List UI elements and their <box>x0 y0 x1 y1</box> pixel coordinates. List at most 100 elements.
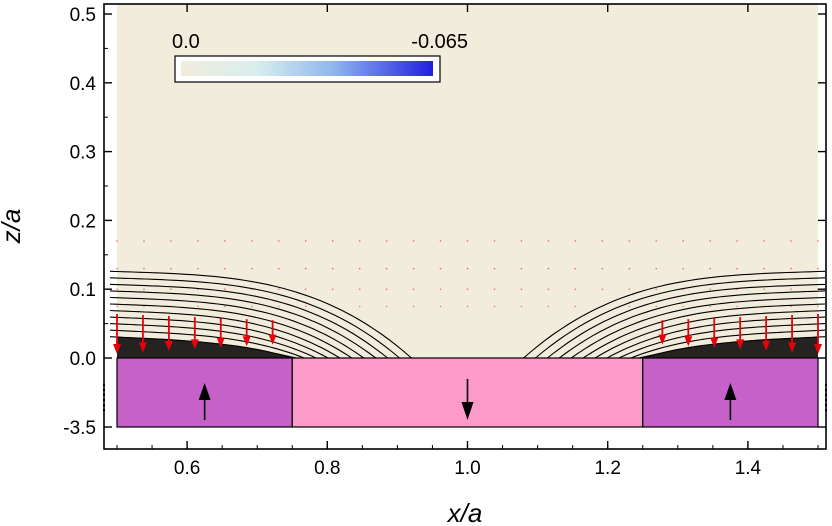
field-dot <box>304 305 307 308</box>
x-tick-label: 1.2 <box>594 458 620 479</box>
contour-line <box>109 309 341 359</box>
field-dot <box>412 305 415 308</box>
field-dot <box>493 240 496 242</box>
x-axis-ticks: 0.6 0.8 1.0 1.2 1.4 <box>116 4 819 479</box>
field-dot <box>412 288 415 291</box>
contour-dense-band <box>635 337 818 358</box>
y-tick-label: 0.0 <box>70 349 96 370</box>
field-dot <box>170 240 172 242</box>
magnetization-arrowhead <box>461 402 474 420</box>
field-dot <box>331 267 334 270</box>
field-dot <box>736 305 738 308</box>
field-dot <box>251 305 253 308</box>
contour-dense-band <box>117 337 300 358</box>
contour-line <box>547 283 826 359</box>
magnetization-arrowhead <box>724 383 737 400</box>
contour-line <box>523 270 826 359</box>
field-dot <box>385 288 388 291</box>
field-dot <box>655 267 657 270</box>
contour-line <box>109 290 377 359</box>
field-dot <box>143 305 145 308</box>
field-arrows <box>113 314 822 354</box>
field-dot <box>466 305 469 308</box>
field-dot <box>628 288 631 291</box>
field-dot <box>601 240 604 242</box>
field-dot <box>466 240 469 242</box>
field-dot <box>251 267 253 270</box>
field-dot <box>116 267 118 270</box>
field-dot <box>655 288 657 291</box>
field-dot <box>736 240 738 242</box>
field-arrow-head <box>164 340 173 351</box>
field-dot <box>412 267 415 270</box>
field-dot <box>493 288 496 291</box>
field-arrow-head <box>710 337 719 348</box>
contour-line <box>618 323 826 359</box>
field-dot <box>763 240 765 242</box>
contour-line <box>109 283 388 359</box>
plot-frame <box>103 3 827 450</box>
contour-line <box>109 323 317 359</box>
x-tick-label: 0.8 <box>314 458 340 479</box>
x-tick-label: 1.0 <box>454 458 480 479</box>
field-arrow-head <box>684 336 693 347</box>
colorbar: 0.0 -0.065 <box>172 31 468 83</box>
colorbar-max-label: -0.065 <box>411 31 468 53</box>
field-dot <box>574 288 577 291</box>
field-dot <box>197 240 199 242</box>
field-dots <box>116 240 819 308</box>
field-dot <box>331 305 334 308</box>
field-dot <box>655 240 657 242</box>
field-dot <box>763 267 765 270</box>
field-dot <box>628 305 631 308</box>
field-dot <box>709 240 711 242</box>
contour-line <box>109 296 365 359</box>
field-arrow-head <box>762 340 771 351</box>
field-dot <box>439 267 442 270</box>
field-dot <box>682 240 684 242</box>
field-dot <box>547 305 550 308</box>
field-dot <box>331 240 334 242</box>
x-axis-label: x/a <box>446 498 483 526</box>
field-arrow-head <box>190 339 199 350</box>
field-dot <box>170 288 172 291</box>
y-tick-label: 0.1 <box>70 280 96 301</box>
field-dot <box>116 305 118 308</box>
field-dot <box>790 305 792 308</box>
magnetization-arrowhead <box>198 383 211 400</box>
contour-line <box>535 277 826 359</box>
field-dot <box>520 267 523 270</box>
field-dot <box>358 240 361 242</box>
field-dot <box>385 267 388 270</box>
field-dot <box>790 267 792 270</box>
field-dot <box>520 288 523 291</box>
field-dot <box>466 288 469 291</box>
field-dot <box>385 240 388 242</box>
field-dot <box>547 240 550 242</box>
field-arrow-head <box>242 336 251 347</box>
contour-line <box>570 296 826 359</box>
field-arrow-head <box>658 334 667 345</box>
field-dot <box>278 267 280 270</box>
field-dot <box>574 305 577 308</box>
field-dot <box>790 288 792 291</box>
field-dot <box>817 267 819 270</box>
y-tick-label: 0.2 <box>70 211 96 232</box>
field-dot <box>116 288 118 291</box>
field-dot <box>628 267 631 270</box>
contour-line <box>109 277 400 359</box>
field-dot <box>601 305 604 308</box>
contour-line <box>109 270 412 359</box>
field-dot <box>224 305 226 308</box>
field-dot <box>709 305 711 308</box>
y-axis-label: z/a <box>0 209 26 245</box>
field-dot <box>682 267 684 270</box>
field-dot <box>628 240 631 242</box>
field-dot <box>197 267 199 270</box>
contour-line <box>558 290 826 359</box>
field-dot <box>304 240 307 242</box>
field-dot <box>466 267 469 270</box>
field-arrow-head <box>113 344 121 354</box>
y-tick-label: -3.5 <box>63 418 96 439</box>
